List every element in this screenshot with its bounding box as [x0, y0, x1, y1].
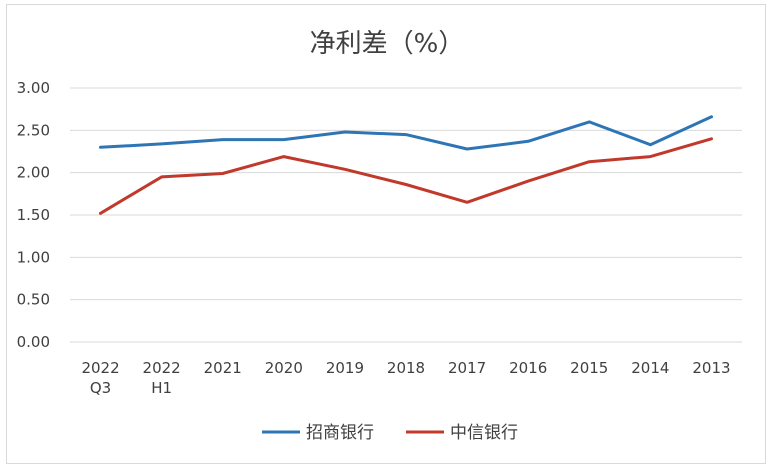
- x-tick-label: 2021: [204, 359, 242, 377]
- y-tick-label: 1.00: [17, 248, 50, 266]
- y-tick-label: 1.50: [17, 206, 50, 224]
- y-tick-label: 0.00: [17, 333, 50, 351]
- y-axis: 0.00 0.50 1.00 1.50 2.00 2.50 3.00: [17, 79, 50, 351]
- legend-label-1: 招商银行: [306, 423, 374, 443]
- series-lines: [99, 115, 713, 215]
- x-tick-label: 2016: [509, 359, 547, 377]
- x-tick-label: 2022: [81, 359, 119, 377]
- x-tick-label: 2013: [692, 359, 730, 377]
- chart-title: 净利差（%）: [310, 29, 465, 59]
- x-tick-label: 2022: [143, 359, 181, 377]
- x-tick-label: 2019: [326, 359, 364, 377]
- x-tick-label: 2014: [631, 359, 669, 377]
- series-line-2: [99, 137, 713, 215]
- y-tick-label: 3.00: [17, 79, 50, 97]
- y-tick-label: 0.50: [17, 291, 50, 309]
- x-tick-label: 2018: [387, 359, 425, 377]
- legend: 招商银行 中信银行: [262, 423, 518, 443]
- grid-lines: [70, 87, 742, 343]
- y-tick-label: 2.00: [17, 164, 50, 182]
- series-line-1: [99, 115, 713, 151]
- legend-label-2: 中信银行: [450, 423, 518, 443]
- x-axis: 2022 Q3 2022 H1 2021 2020 2019 2018 2017 2016 2015…: [81, 359, 730, 397]
- x-tick-label: 2020: [265, 359, 303, 377]
- x-tick-label: H1: [151, 379, 172, 397]
- x-tick-label: Q3: [90, 379, 111, 397]
- x-tick-label: 2015: [570, 359, 608, 377]
- y-tick-label: 2.50: [17, 121, 50, 139]
- chart-frame: [6, 4, 766, 464]
- x-tick-label: 2017: [448, 359, 486, 377]
